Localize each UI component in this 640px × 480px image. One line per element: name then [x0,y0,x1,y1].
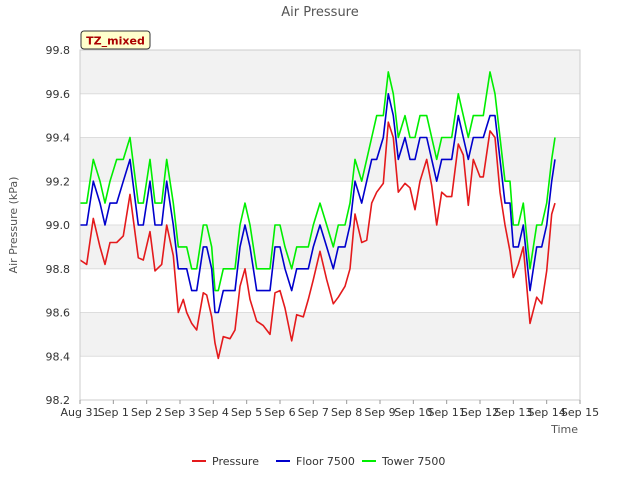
x-tick-label: Sep 8 [331,406,362,419]
y-tick-labels: 98.2 98.4 98.6 98.8 99.0 99.2 99.4 99.6 99.8 [46,44,71,407]
x-tick-label: Sep 11 [428,406,466,419]
plot-band [80,225,580,269]
y-tick-label: 99.0 [46,219,71,232]
x-tick-label: Sep 14 [528,406,566,419]
x-tick-label: Sep 10 [394,406,432,419]
y-tick-label: 99.8 [46,44,71,57]
x-tick-label: Sep 7 [298,406,329,419]
y-tick-label: 99.4 [46,132,71,145]
legend-label: Floor 7500 [296,455,355,468]
x-tick-label: Sep 13 [494,406,532,419]
x-axis-label: Time [550,423,578,436]
x-tick-label: Sep 15 [561,406,599,419]
chart-title: Air Pressure [281,5,359,20]
plot-band [80,93,580,138]
y-tick-label: 98.8 [46,263,71,276]
series-lines [79,71,556,360]
y-tick-label: 98.6 [46,307,71,320]
x-tick-label: Sep 5 [231,406,262,419]
y-axis-label: Air Pressure (kPa) [7,177,20,274]
y-tick-label: 99.6 [46,88,71,101]
x-tick-label: Sep 4 [198,406,229,419]
x-tick-label: Sep 3 [164,406,195,419]
series-line-floor-7500 [80,93,556,314]
x-tick-label: Sep 1 [98,406,129,419]
plot-band [80,356,580,400]
x-tick-label: Sep 2 [131,406,162,419]
plot-band [80,312,580,357]
plot-band [80,50,580,94]
y-tick-label: 98.2 [46,394,71,407]
x-tick-label: Sep 6 [264,406,295,419]
series-line-pressure [79,121,556,360]
legend-label: Tower 7500 [381,455,445,468]
x-tick-label: Aug 31 [61,406,100,419]
y-tick-label: 98.4 [46,350,71,363]
legend: Pressure Floor 7500 Tower 7500 [192,455,445,468]
plot-frame [79,49,581,401]
x-tick-label: Sep 9 [364,406,395,419]
annotation-label: TZ_mixed [86,35,145,48]
y-tick-label: 99.2 [46,175,71,188]
x-tick-label: Sep 12 [461,406,499,419]
legend-label: Pressure [212,455,259,468]
series-line-tower-7500 [80,71,556,292]
annotation-box: TZ_mixed [80,30,151,50]
